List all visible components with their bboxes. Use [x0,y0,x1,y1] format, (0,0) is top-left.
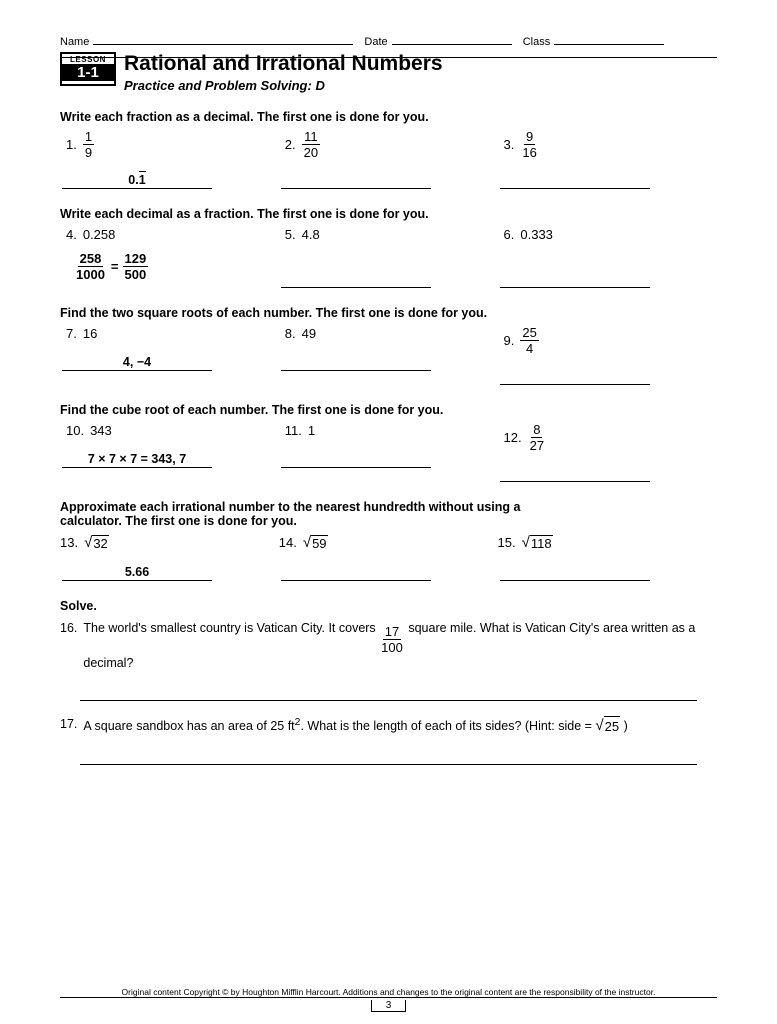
problem-3: 3. 916 [498,130,717,159]
answer-6[interactable] [500,272,650,288]
name-blank[interactable] [93,44,353,45]
answer-11[interactable] [281,452,431,468]
problem-15: 15. √118 [498,534,717,551]
lesson-number: 1-1 [62,64,114,81]
problem-8: 8. 49 [279,326,498,341]
problem-4: 4. 0.258 [60,227,279,242]
answer-5[interactable] [281,272,431,288]
copyright-text: Original content Copyright © by Houghton… [60,987,717,997]
date-label: Date [364,36,387,48]
class-blank[interactable] [554,44,664,45]
answer-15[interactable] [500,565,650,581]
problem-6: 6. 0.333 [498,227,717,242]
answer-10[interactable]: 7 × 7 × 7 = 343, 7 [62,452,212,468]
answer-3[interactable] [500,173,650,189]
header-fields: Name Date Class [60,36,717,48]
answer-9[interactable] [500,369,650,385]
instruction-2: Write each decimal as a fraction. The fi… [60,207,717,221]
problem-11: 11. 1 [279,423,498,438]
problem-13: 13. √32 [60,534,279,551]
page-subtitle: Practice and Problem Solving: D [124,78,443,93]
answer-1[interactable]: 0.1 [62,173,212,189]
problem-9: 9. 254 [498,326,717,355]
lesson-box: LESSON 1-1 [60,52,116,86]
instruction-4: Find the cube root of each number. The f… [60,403,717,417]
answer-16[interactable] [80,687,697,701]
problem-2: 2. 1120 [279,130,498,159]
problem-10: 10. 343 [60,423,279,438]
answer-8[interactable] [281,355,431,371]
answer-14[interactable] [281,565,431,581]
class-label: Class [523,36,551,48]
page-title: Rational and Irrational Numbers [124,52,443,76]
instruction-1: Write each fraction as a decimal. The fi… [60,110,717,124]
problem-7: 7. 16 [60,326,279,341]
page-footer: Original content Copyright © by Houghton… [60,987,717,1012]
instruction-5: Approximate each irrational number to th… [60,500,560,528]
lesson-label: LESSON [62,56,114,64]
instruction-6: Solve. [60,599,717,613]
answer-12[interactable] [500,466,650,482]
date-blank[interactable] [392,44,512,45]
answer-4: 2581000 = 129500 [74,252,148,281]
problem-16: 16. The world's smallest country is Vati… [60,619,717,673]
name-label: Name [60,36,89,48]
instruction-3: Find the two square roots of each number… [60,306,540,320]
page-number: 3 [371,1000,407,1012]
problem-17: 17. A square sandbox has an area of 25 f… [60,715,717,738]
problem-12: 12. 827 [498,423,717,452]
answer-2[interactable] [281,173,431,189]
problem-14: 14. √59 [279,534,498,551]
answer-17[interactable] [80,751,697,765]
problem-1: 1. 19 [60,130,279,159]
answer-13[interactable]: 5.66 [62,565,212,581]
problem-5: 5. 4.8 [279,227,498,242]
answer-7[interactable]: 4, −4 [62,355,212,371]
